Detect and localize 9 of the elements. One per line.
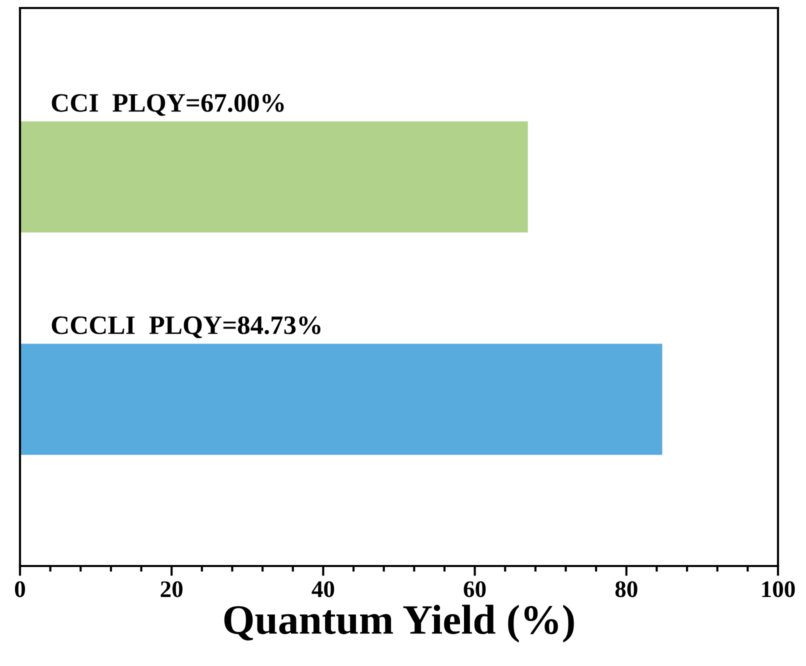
- x-tick-label: 100: [762, 581, 795, 598]
- x-tick-label: 20: [160, 581, 183, 598]
- data-label: CCI PLQY=67.00%: [52, 94, 284, 116]
- x-tick-label: 0: [14, 581, 26, 598]
- x-tick-label: 80: [615, 581, 638, 598]
- x-tick-label: 60: [464, 581, 486, 598]
- x-axis-title: Quantum Yield (%): [224, 604, 574, 643]
- data-label: CCCLI PLQY=84.73%: [52, 316, 320, 338]
- x-tick-label: 40: [312, 581, 334, 598]
